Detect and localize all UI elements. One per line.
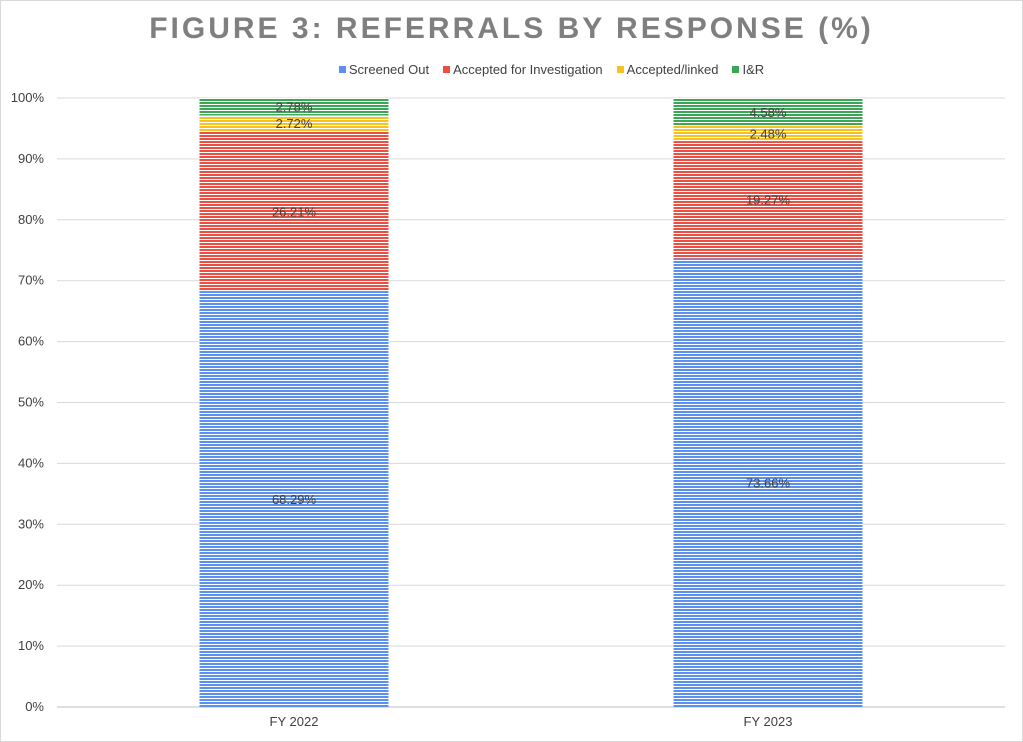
data-label: 2.78% <box>276 99 313 114</box>
bar-segment-1 <box>673 141 863 259</box>
data-label: 73.66% <box>746 476 791 491</box>
bar-segment-0 <box>673 258 863 707</box>
data-label: 2.48% <box>750 127 787 142</box>
bar-segment-2 <box>199 114 389 132</box>
legend-item-i-and-r: I&R <box>732 62 764 77</box>
x-tick-label: FY 2023 <box>744 714 793 729</box>
bar-segment-3 <box>673 98 863 126</box>
data-label: 68.29% <box>272 492 317 507</box>
bar-segment-2 <box>673 125 863 142</box>
y-tick-label: 80% <box>18 212 44 227</box>
data-label: 19.27% <box>746 193 791 208</box>
y-tick-label: 90% <box>18 151 44 166</box>
x-tick-label: FY 2022 <box>270 714 319 729</box>
data-label: 26.21% <box>272 204 317 219</box>
y-tick-label: 50% <box>18 395 44 410</box>
legend-swatch <box>443 66 451 73</box>
y-tick-label: 100% <box>11 90 45 105</box>
bar-segment-0 <box>199 291 389 707</box>
y-tick-label: 70% <box>18 273 44 288</box>
data-label: 4.58% <box>750 105 787 120</box>
legend: Screened Out Accepted for Investigation … <box>0 62 1023 77</box>
legend-swatch <box>616 66 624 73</box>
y-tick-label: 40% <box>18 455 44 470</box>
legend-swatch <box>338 66 346 73</box>
legend-item-screened-out: Screened Out <box>338 62 430 77</box>
y-tick-label: 30% <box>18 516 44 531</box>
legend-item-accepted-linked: Accepted/linked <box>616 62 719 77</box>
chart-title: FIGURE 3: REFERRALS BY RESPONSE (%) <box>149 12 874 45</box>
y-tick-label: 20% <box>18 577 44 592</box>
legend-label: I&R <box>742 62 765 77</box>
y-tick-label: 60% <box>18 334 44 349</box>
legend-label: Accepted for Investigation <box>453 62 603 77</box>
data-label: 2.72% <box>276 116 313 131</box>
legend-item-accepted-investigation: Accepted for Investigation <box>443 62 603 77</box>
legend-swatch <box>732 66 740 73</box>
y-tick-label: 0% <box>25 699 44 714</box>
bar-segment-3 <box>199 98 389 115</box>
y-tick-label: 10% <box>18 638 44 653</box>
bar-segment-1 <box>199 131 389 292</box>
legend-label: Screened Out <box>348 62 430 77</box>
legend-label: Accepted/linked <box>626 62 719 77</box>
